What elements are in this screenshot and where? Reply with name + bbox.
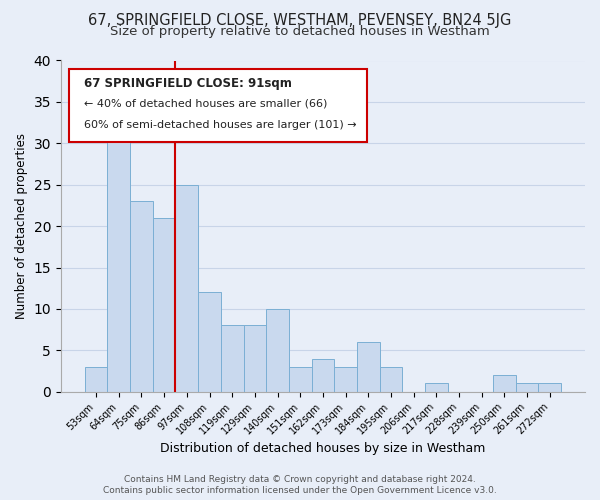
Bar [198,292,221,392]
Bar [311,358,334,392]
Bar [266,309,289,392]
X-axis label: Distribution of detached houses by size in Westham: Distribution of detached houses by size … [160,442,485,455]
Text: 67, SPRINGFIELD CLOSE, WESTHAM, PEVENSEY, BN24 5JG: 67, SPRINGFIELD CLOSE, WESTHAM, PEVENSEY… [88,12,512,28]
Bar [221,326,244,392]
Bar [425,384,448,392]
Bar [516,384,538,392]
Bar [289,367,311,392]
Text: ← 40% of detached houses are smaller (66): ← 40% of detached houses are smaller (66… [85,98,328,108]
Text: 60% of semi-detached houses are larger (101) →: 60% of semi-detached houses are larger (… [85,120,357,130]
Bar [244,326,266,392]
Bar [357,342,380,392]
Bar [380,367,403,392]
Text: 67 SPRINGFIELD CLOSE: 91sqm: 67 SPRINGFIELD CLOSE: 91sqm [85,77,292,90]
FancyBboxPatch shape [69,69,367,142]
Bar [153,218,175,392]
Bar [175,184,198,392]
Bar [85,367,107,392]
Text: Contains HM Land Registry data © Crown copyright and database right 2024.: Contains HM Land Registry data © Crown c… [124,475,476,484]
Bar [107,126,130,392]
Bar [538,384,561,392]
Bar [334,367,357,392]
Text: Size of property relative to detached houses in Westham: Size of property relative to detached ho… [110,25,490,38]
Text: Contains public sector information licensed under the Open Government Licence v3: Contains public sector information licen… [103,486,497,495]
Bar [130,202,153,392]
Y-axis label: Number of detached properties: Number of detached properties [15,133,28,319]
Bar [493,375,516,392]
